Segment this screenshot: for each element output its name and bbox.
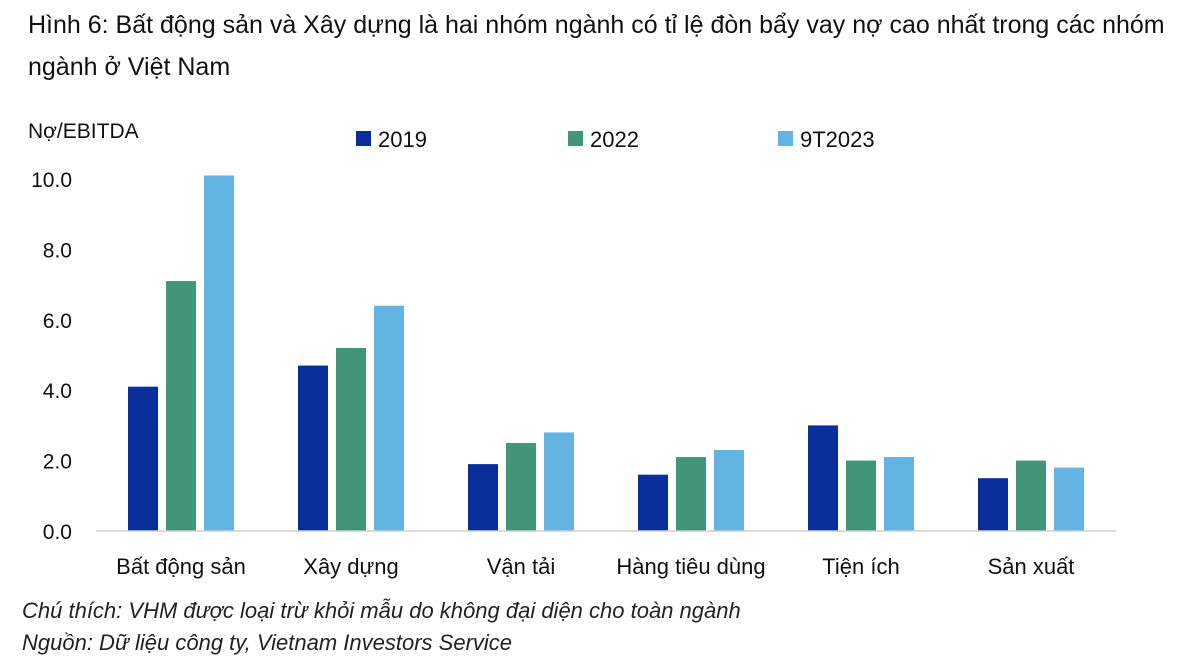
category-label: Bất động sản [116,554,246,579]
category-label: Tiện ích [822,554,899,579]
category-labels: Bất động sản Xây dựng Vận tải Hàng tiêu dùn… [116,554,1074,579]
bar-2022-3 [676,457,706,531]
y-tick-label: 2.0 [43,451,72,474]
legend-label: 9T2023 [800,127,875,152]
bar-2022-1 [336,347,366,531]
chart-source: Nguồn: Dữ liệu công ty, Vietnam Investor… [22,630,513,655]
legend-label: 2022 [590,127,639,152]
bar-2022-2 [506,443,536,531]
bar-9t2023-3 [714,450,744,531]
category-label: Sản xuất [988,554,1075,579]
legend-swatch-9t2023 [778,131,793,146]
y-tick-label: 4.0 [43,380,72,403]
y-axis-label: Nợ/EBITDA [28,120,139,143]
bar-2019-5 [978,478,1008,531]
bar-2019-2 [468,464,498,531]
category-label: Vận tải [487,554,556,579]
legend-swatch-2019 [356,131,371,146]
bar-2022-0 [166,281,196,531]
bar-2022-5 [1016,460,1046,531]
chart-note: Chú thích: VHM được loại trừ khỏi mẫu do… [22,598,741,623]
bar-9t2023-4 [884,457,914,531]
bar-2019-4 [808,425,838,531]
y-axis-ticks: 0.0 2.0 4.0 6.0 8.0 10.0 [31,169,72,544]
legend-swatch-2022 [568,131,583,146]
y-tick-label: 8.0 [43,239,72,262]
bar-2022-4 [846,460,876,531]
category-label: Hàng tiêu dùng [616,554,765,579]
chart-title: Hình 6: Bất động sản và Xây dựng là hai … [28,11,1165,81]
y-tick-label: 0.0 [43,521,72,544]
y-tick-label: 6.0 [43,310,72,333]
legend: 2019 2022 9T2023 [356,127,875,152]
bar-9t2023-0 [204,175,234,532]
category-label: Xây dựng [303,554,398,579]
bar-9t2023-5 [1054,467,1084,531]
bar-2019-3 [638,474,668,531]
y-tick-label: 10.0 [31,169,72,192]
bar-2019-0 [128,386,158,531]
legend-label: 2019 [378,127,427,152]
bar-9t2023-1 [374,305,404,531]
bar-2019-1 [298,365,328,531]
bars [128,175,1084,532]
bar-9t2023-2 [544,432,574,531]
